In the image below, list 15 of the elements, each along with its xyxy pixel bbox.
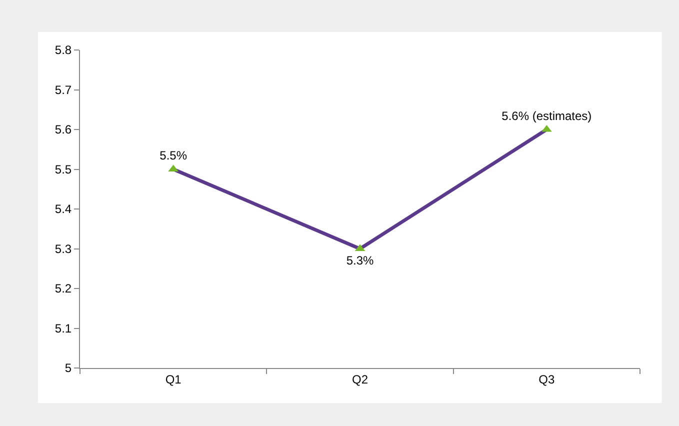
data-label: 5.5% xyxy=(160,148,188,163)
x-tick-label: Q1 xyxy=(165,372,182,386)
x-tick-label: Q2 xyxy=(352,372,368,386)
y-tick-label: 5.8 xyxy=(54,43,72,58)
y-tick-label: 5.4 xyxy=(54,202,72,216)
y-tick-label: 5.3 xyxy=(54,242,72,256)
y-tick-label: 5.2 xyxy=(54,282,72,296)
x-tick-label: Q3 xyxy=(538,372,555,386)
y-tick-label: 5 xyxy=(64,361,72,376)
y-tick-label: 5.5 xyxy=(54,162,72,176)
y-tick-label: 5.1 xyxy=(54,321,72,336)
y-tick-label: 5.7 xyxy=(54,82,72,97)
y-tick-label: 5.6 xyxy=(54,122,72,137)
data-label: 5.6% (estimates) xyxy=(502,108,592,123)
data-label: 5.3% xyxy=(346,253,374,268)
